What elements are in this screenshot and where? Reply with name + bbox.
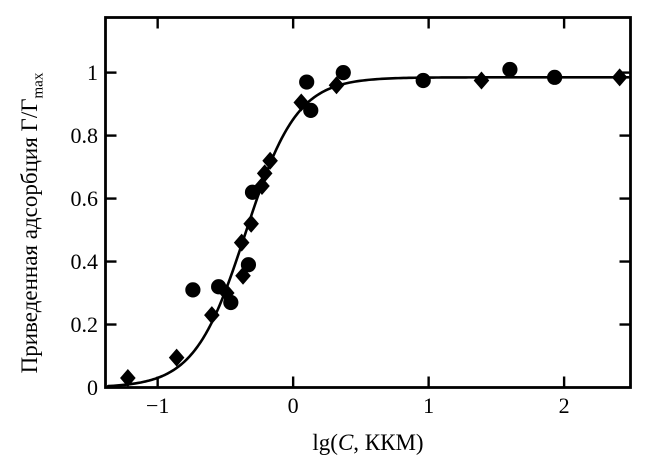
y-tick-label: 0.8 <box>71 123 99 148</box>
data-point-diamond <box>218 284 235 303</box>
y-tick-label: 0 <box>87 375 98 400</box>
data-point-circle <box>299 74 315 90</box>
y-axis-label: Приведенная адсорбция Γ/Γmax <box>13 11 47 435</box>
fit-curve <box>106 76 630 388</box>
x-axis-label: lg(C, ККМ) <box>218 427 518 459</box>
data-point-circle <box>335 65 351 81</box>
data-point-diamond <box>233 233 250 252</box>
x-axis-label-suffix: , ККМ) <box>353 430 424 455</box>
data-point-diamond <box>254 176 270 195</box>
x-axis-label-prefix: lg( <box>312 430 338 455</box>
data-point-diamond <box>611 68 628 87</box>
data-point-circle <box>240 257 257 273</box>
data-point-diamond <box>243 214 259 233</box>
x-tick-label: 2 <box>559 393 570 418</box>
data-point-diamond <box>293 93 310 112</box>
x-tick-label: −1 <box>146 393 169 418</box>
data-point-circle <box>547 69 563 85</box>
data-point-diamond <box>204 306 220 325</box>
data-point-circle <box>303 102 319 118</box>
y-tick-label: 0.2 <box>71 312 99 337</box>
data-point-diamond <box>168 348 185 367</box>
data-point-diamond <box>328 76 345 95</box>
plot-border <box>104 16 632 389</box>
y-axis-label-text: Приведенная адсорбция Γ/Γ <box>17 98 42 374</box>
y-tick-label: 1 <box>87 60 98 85</box>
y-tick-label: 0.6 <box>71 186 99 211</box>
data-point-circle <box>244 184 261 200</box>
data-point-circle <box>502 61 518 78</box>
y-axis-label-subscript: max <box>30 72 47 99</box>
data-point-diamond <box>262 151 278 170</box>
data-point-diamond <box>120 369 136 388</box>
x-axis-label-argument: C <box>337 430 354 455</box>
data-point-circle <box>415 72 431 89</box>
y-tick-label: 0.4 <box>71 249 99 274</box>
data-point-diamond <box>235 266 251 285</box>
x-tick-label: 0 <box>288 393 299 418</box>
data-point-circle <box>185 282 201 298</box>
data-point-diamond <box>256 164 273 183</box>
data-point-diamond <box>473 71 490 90</box>
x-tick-label: 1 <box>423 393 434 418</box>
